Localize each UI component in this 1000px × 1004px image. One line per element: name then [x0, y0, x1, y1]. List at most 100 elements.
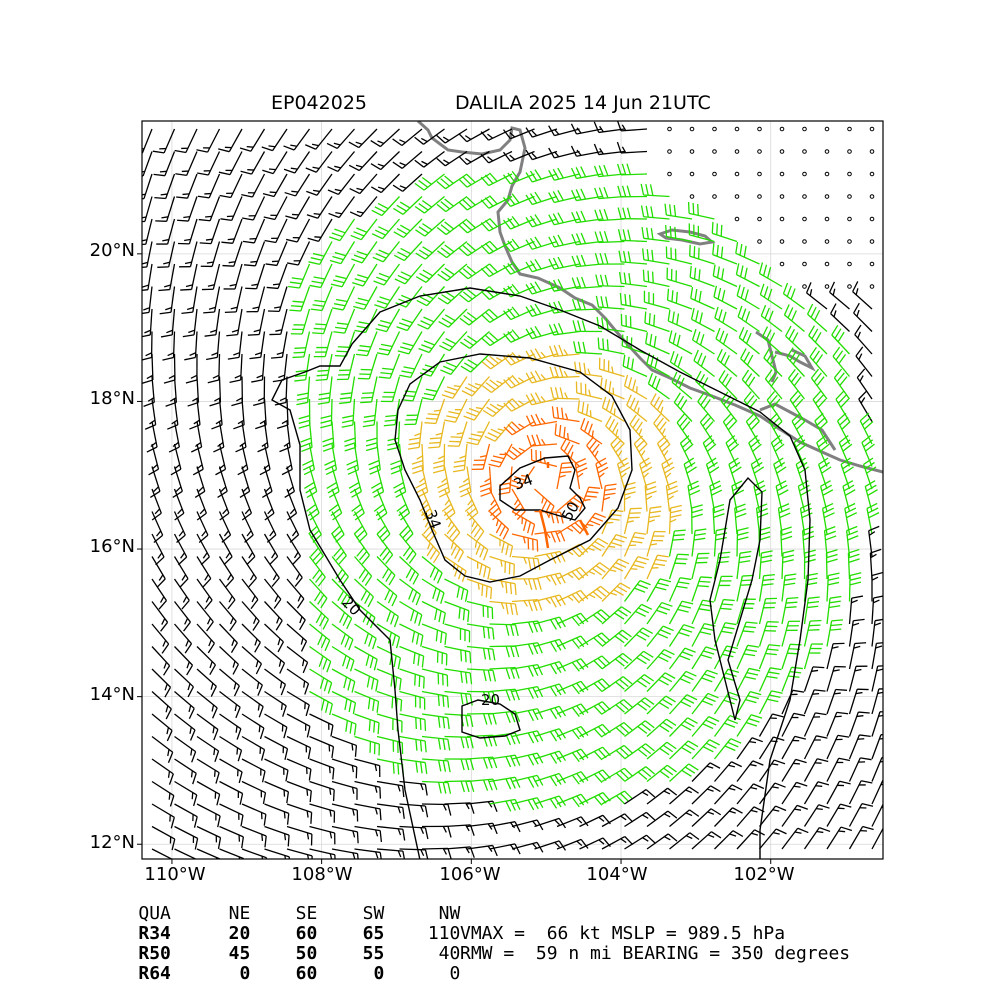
- wind-barb: [372, 219, 399, 239]
- wind-barb: [287, 242, 309, 265]
- wind-barb: [221, 219, 242, 243]
- wind-barb: [218, 129, 242, 152]
- wind-barb: [196, 129, 219, 152]
- wind-barb: [670, 530, 686, 556]
- wind-barb: [175, 804, 198, 828]
- wind-barb: [737, 807, 764, 827]
- table-cell: 60: [250, 964, 317, 984]
- calm-marker: [848, 195, 852, 199]
- calm-marker: [870, 285, 874, 289]
- wind-barb: [602, 559, 629, 579]
- table-cell: R34: [138, 924, 183, 944]
- wind-barb: [377, 602, 398, 628]
- wind-barb: [246, 287, 264, 312]
- wind-barb: [287, 714, 310, 737]
- wind-barb: [444, 399, 467, 422]
- wind-barb: [737, 668, 760, 691]
- wind-barb: [647, 507, 661, 534]
- wind-barb: [284, 152, 309, 173]
- wind-barb: [353, 287, 377, 310]
- wind-barb: [850, 712, 870, 736]
- wind-barb: [220, 827, 244, 849]
- wind-barb: [690, 266, 714, 286]
- wind-barb: [715, 576, 733, 601]
- lat-label: 18°N: [75, 388, 135, 409]
- wind-barb: [355, 759, 380, 777]
- wind-barb: [287, 692, 309, 716]
- calm-marker: [780, 240, 784, 244]
- wind-barb: [422, 692, 448, 708]
- wind-barb: [853, 281, 872, 309]
- wind-barb: [480, 467, 491, 497]
- wind-barb: [198, 174, 220, 198]
- wind-barb: [784, 305, 804, 332]
- wind-barb: [692, 740, 720, 759]
- wind-barb: [741, 349, 760, 377]
- calm-marker: [825, 195, 829, 199]
- wind-barb: [625, 557, 649, 579]
- wind-barb: [598, 338, 624, 354]
- header-cell: NW: [384, 904, 460, 924]
- wind-barb: [625, 533, 647, 557]
- wind-barb: [400, 579, 421, 605]
- wind-barb: [670, 554, 689, 579]
- wind-barb: [374, 264, 400, 285]
- wind-barb: [242, 782, 265, 804]
- wind-barb: [641, 184, 669, 197]
- wind-barb: [504, 375, 535, 388]
- wind-barb: [527, 435, 557, 446]
- wind-barb: [291, 309, 310, 334]
- wind-barb: [760, 760, 785, 781]
- table-cell: 110: [384, 924, 460, 944]
- wind-barb: [197, 827, 220, 849]
- wind-barb: [175, 669, 194, 697]
- wind-barb: [805, 713, 827, 737]
- wind-barb: [265, 804, 289, 825]
- calm-marker: [870, 195, 874, 199]
- calm-marker: [758, 195, 762, 199]
- wind-barb: [692, 529, 706, 556]
- wind-barb: [306, 174, 332, 195]
- wind-barb: [555, 423, 579, 444]
- calm-marker: [848, 217, 852, 221]
- wind-barb: [197, 692, 217, 719]
- wind-barb: [355, 647, 378, 671]
- wind-barb: [332, 849, 359, 865]
- wind-barb: [265, 647, 285, 674]
- wind-barb: [264, 197, 287, 220]
- wind-barb: [242, 804, 266, 826]
- wind-barb: [287, 759, 311, 780]
- calm-marker: [803, 217, 807, 221]
- wind-barb: [152, 782, 174, 807]
- wind-barb: [467, 602, 493, 620]
- wind-barb: [737, 645, 759, 669]
- wind-barb: [717, 349, 737, 376]
- calm-marker: [870, 262, 874, 266]
- wind-barb: [175, 152, 197, 176]
- wind-barb: [242, 714, 264, 739]
- wind-barb: [872, 826, 895, 849]
- wind-barb: [736, 263, 759, 286]
- calm-marker: [690, 127, 694, 131]
- wind-barb: [669, 330, 692, 354]
- wind-barb: [175, 714, 195, 741]
- wind-barb: [287, 804, 312, 824]
- wind-barb: [332, 827, 358, 844]
- wind-barb: [831, 304, 850, 332]
- wind-barb: [377, 579, 397, 606]
- wind-barb: [689, 202, 715, 219]
- wind-barb: [287, 737, 310, 759]
- wind-barb: [178, 219, 197, 244]
- wind-barb: [505, 444, 535, 460]
- wind-barb: [351, 219, 377, 240]
- wind-barb: [782, 828, 808, 849]
- calm-marker: [758, 217, 762, 221]
- wind-barb: [807, 282, 827, 309]
- wind-barb: [760, 598, 777, 624]
- wind-barb: [644, 291, 669, 309]
- wind-barb: [400, 557, 419, 585]
- wind-barb: [596, 458, 608, 489]
- wind-barb: [286, 219, 309, 242]
- wind-barb: [197, 714, 218, 740]
